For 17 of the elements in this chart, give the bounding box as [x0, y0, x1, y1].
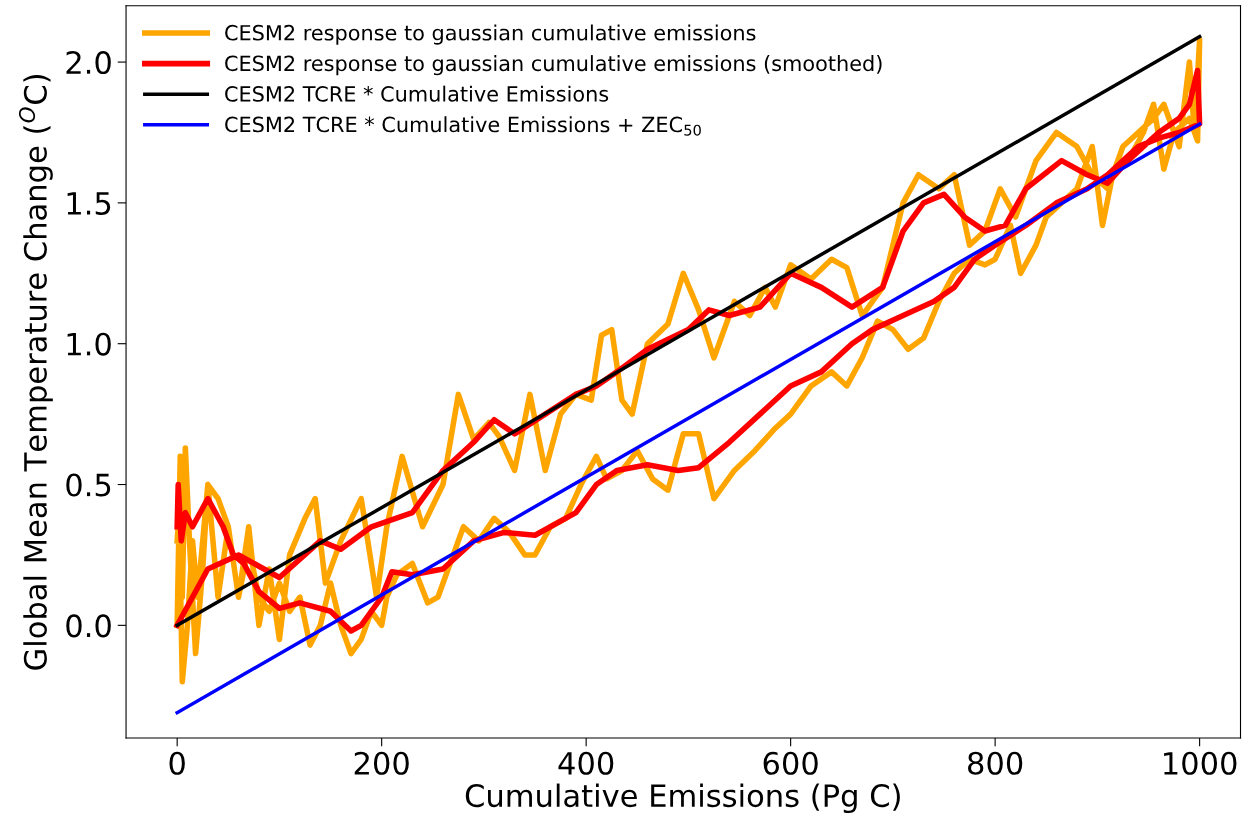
x-tick-label: 800 — [968, 751, 1023, 775]
y-tick-label: 1.5 — [67, 192, 111, 215]
x-tick-label: 400 — [558, 751, 614, 775]
y-tick-label: 1.0 — [67, 332, 111, 356]
x-tick-label: 200 — [354, 751, 409, 775]
y-tick-label: 2.0 — [66, 51, 111, 75]
y-axis-title: Global Mean Temperature Change ($^{O}$C) — [18, 74, 53, 670]
x-axis-title: Cumulative Emissions (Pg C) — [465, 783, 900, 814]
legend-label: CESM2 TCRE * Cumulative Emissions + ZEC$_{50}$ — [225, 116, 701, 136]
legend-label: CESM2 TCRE * Cumulative Emissions — [225, 85, 609, 102]
x-tick-label: 600 — [763, 751, 818, 775]
x-tick-label: 0 — [169, 751, 185, 775]
legend-label: CESM2 response to gaussian cumulative emissions (smoothed) — [225, 55, 882, 76]
x-tick-label: 1000 — [1164, 751, 1237, 775]
y-tick-label: 0.0 — [66, 614, 111, 638]
y-tick-label: 0.5 — [66, 473, 111, 497]
legend-label: CESM2 response to gaussian cumulative emissions — [225, 24, 756, 45]
